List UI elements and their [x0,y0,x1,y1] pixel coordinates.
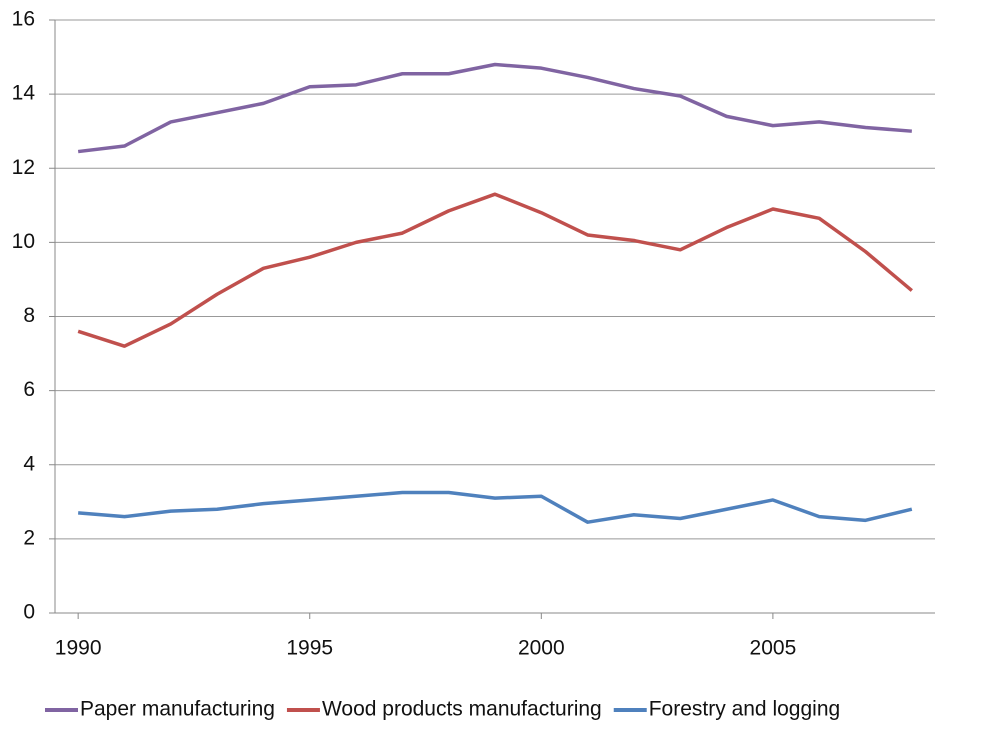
x-tick-label: 2000 [518,637,565,660]
y-tick-label: 0 [23,601,35,624]
x-tick-label: 2005 [750,637,797,660]
legend-label: Wood products manufacturing [322,698,602,721]
y-tick-label: 4 [23,452,35,475]
y-tick-label: 14 [12,82,36,105]
legend-label: Paper manufacturing [80,698,275,721]
series-line [78,490,913,524]
y-tick-label: 8 [23,304,35,327]
y-tick-label: 16 [12,8,35,31]
y-tick-label: 10 [12,230,35,253]
x-tick-label: 1990 [55,637,102,660]
legend: Paper manufacturing Wood products manufac… [45,698,840,721]
legend-label: Forestry and logging [649,698,840,721]
x-tick-label: 1995 [286,637,333,660]
series-line [77,62,912,154]
y-tick-label: 6 [23,378,35,401]
y-tick-label: 2 [23,526,35,549]
y-tick-label: 12 [12,156,35,179]
series-line [77,192,913,348]
